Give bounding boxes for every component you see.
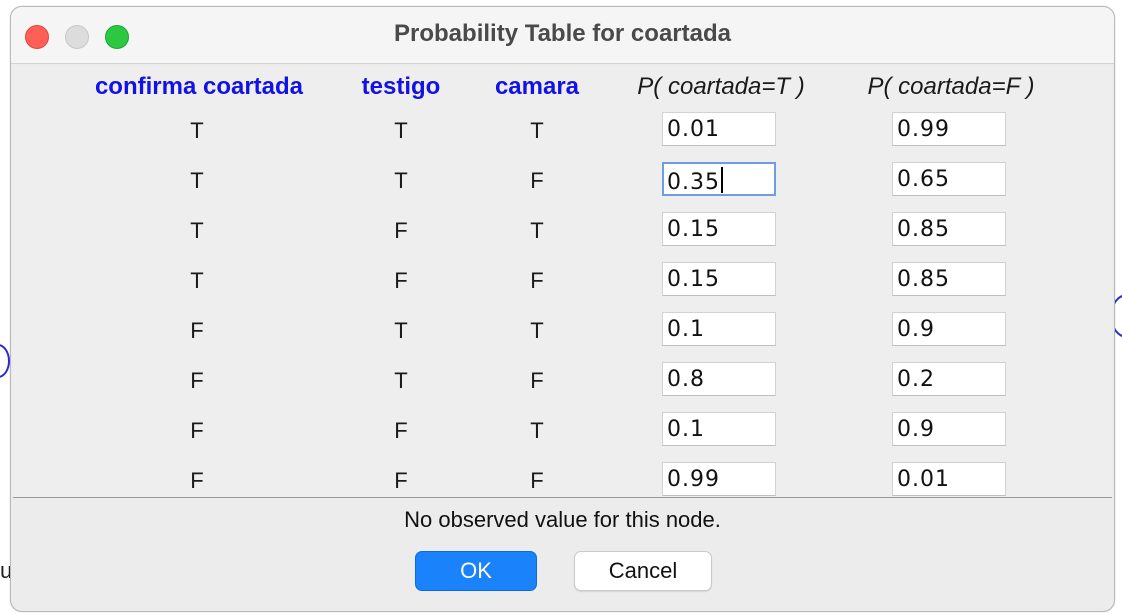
- column-header-p-false: P( coartada=F ): [867, 73, 1035, 100]
- cell-testigo: T: [394, 118, 408, 143]
- cancel-button[interactable]: Cancel: [574, 551, 712, 591]
- cell-testigo: T: [394, 318, 408, 343]
- cell-camara: F: [530, 168, 544, 193]
- cell-camara: F: [530, 368, 544, 393]
- p-true-input[interactable]: 0.1: [662, 312, 776, 346]
- cell-camara: T: [530, 218, 544, 243]
- p-false-input[interactable]: 0.85: [892, 262, 1006, 296]
- column-header-testigo: testigo: [361, 73, 441, 100]
- probability-table-dialog: Probability Table for coartada confirma …: [10, 6, 1115, 612]
- p-false-input[interactable]: 0.65: [892, 162, 1006, 196]
- cell-testigo: F: [394, 268, 408, 293]
- column-header-confirma-coartada: confirma coartada: [94, 73, 304, 100]
- ok-button[interactable]: OK: [415, 551, 537, 591]
- cell-confirma-coartada: F: [190, 418, 204, 443]
- cell-camara: T: [530, 118, 544, 143]
- minimize-window-button[interactable]: [65, 25, 89, 49]
- cell-camara: F: [530, 268, 544, 293]
- column-header-p-true: P( coartada=T ): [637, 73, 805, 100]
- column-header-camara: camara: [494, 73, 580, 100]
- cell-camara: T: [530, 318, 544, 343]
- p-true-input[interactable]: 0.15: [662, 212, 776, 246]
- cell-confirma-coartada: F: [190, 318, 204, 343]
- p-true-input[interactable]: 0.1: [662, 412, 776, 446]
- cell-confirma-coartada: F: [190, 368, 204, 393]
- cell-confirma-coartada: F: [190, 468, 204, 493]
- background-node-arc-left: [0, 344, 10, 378]
- maximize-window-button[interactable]: [105, 25, 129, 49]
- p-true-input[interactable]: 0.15: [662, 262, 776, 296]
- status-message: No observed value for this node.: [404, 507, 721, 532]
- cell-testigo: F: [394, 218, 408, 243]
- p-true-input[interactable]: 0.35: [662, 162, 776, 196]
- p-true-input[interactable]: 0.99: [662, 462, 776, 496]
- background-fragment-text: u: [0, 558, 13, 583]
- cell-confirma-coartada: T: [190, 168, 204, 193]
- p-false-input[interactable]: 0.99: [892, 112, 1006, 146]
- probability-table: confirma coartada testigo camara P( coar…: [13, 65, 1112, 498]
- p-false-input[interactable]: 0.9: [892, 412, 1006, 446]
- cell-testigo: F: [394, 418, 408, 443]
- p-false-input[interactable]: 0.9: [892, 312, 1006, 346]
- cell-testigo: T: [394, 168, 408, 193]
- p-false-input[interactable]: 0.2: [892, 362, 1006, 396]
- title-bar[interactable]: Probability Table for coartada: [11, 7, 1114, 64]
- cell-camara: F: [530, 468, 544, 493]
- cell-camara: T: [530, 418, 544, 443]
- p-true-input[interactable]: 0.8: [662, 362, 776, 396]
- close-window-button[interactable]: [25, 25, 49, 49]
- cell-confirma-coartada: T: [190, 268, 204, 293]
- cell-confirma-coartada: T: [190, 218, 204, 243]
- p-false-input[interactable]: 0.85: [892, 212, 1006, 246]
- window-title: Probability Table for coartada: [394, 20, 731, 47]
- p-false-input[interactable]: 0.01: [892, 462, 1006, 496]
- cell-confirma-coartada: T: [190, 118, 204, 143]
- cell-testigo: T: [394, 368, 408, 393]
- text-caret: [720, 167, 723, 193]
- p-true-input[interactable]: 0.01: [662, 112, 776, 146]
- cell-testigo: F: [394, 468, 408, 493]
